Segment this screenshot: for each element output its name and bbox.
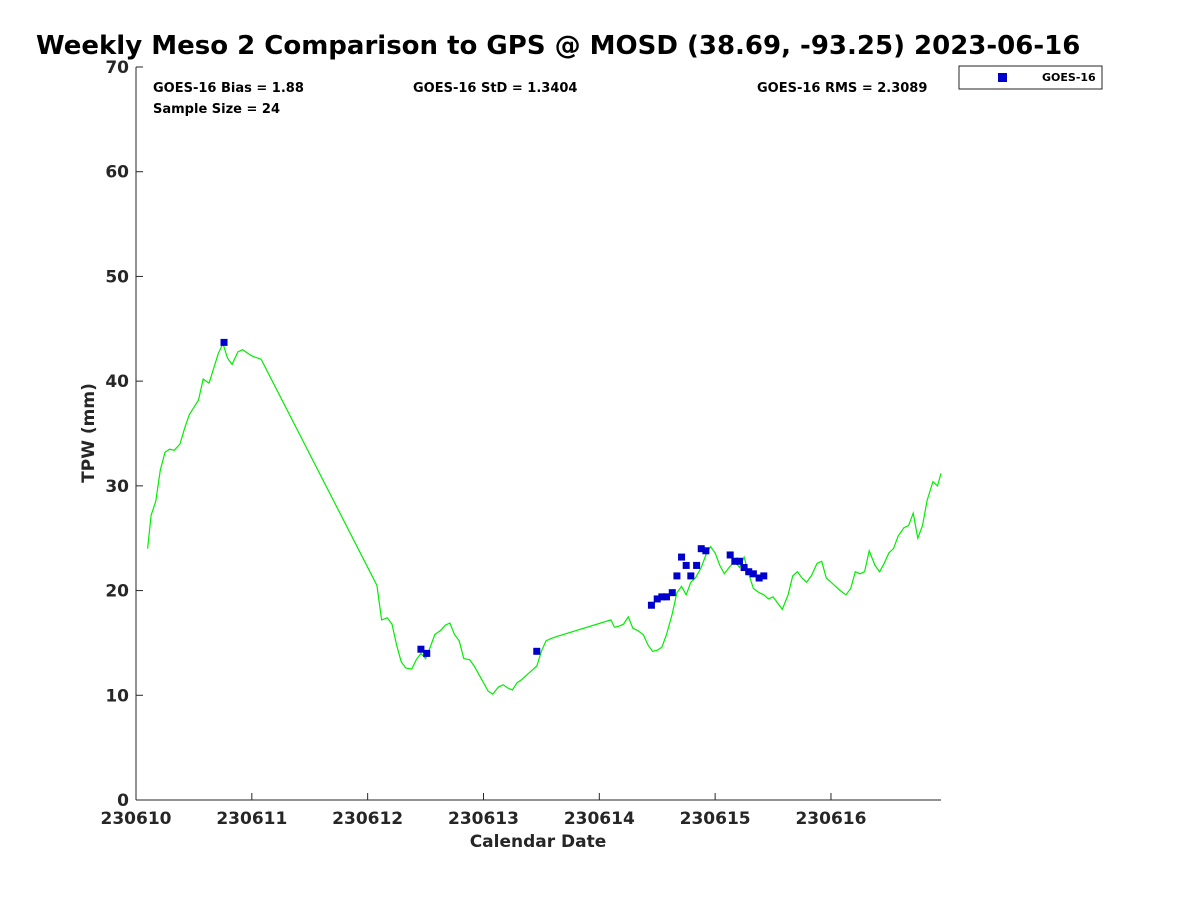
goes16-point (668, 589, 676, 597)
goes16-point (682, 561, 690, 569)
goes16-point (726, 551, 734, 559)
goes16-point (687, 572, 695, 580)
goes16-point (735, 557, 743, 565)
goes16-point (662, 593, 670, 601)
goes16-point (740, 564, 748, 572)
chart-title: Weekly Meso 2 Comparison to GPS @ MOSD (… (36, 31, 1080, 61)
y-tick-label: 60 (105, 163, 129, 183)
x-tick-label: 230615 (680, 809, 751, 829)
goes16-point (658, 593, 666, 601)
goes16-point (745, 568, 753, 576)
plot-area (136, 67, 941, 800)
bias-stat: GOES-16 Bias = 1.88 (153, 81, 304, 96)
goes16-point (693, 561, 701, 569)
x-tick-label: 230613 (448, 809, 519, 829)
goes16-point (533, 647, 541, 655)
y-tick-label: 50 (105, 267, 129, 287)
x-tick-label: 230610 (101, 809, 172, 829)
rms-stat: GOES-16 RMS = 2.3089 (757, 81, 927, 96)
x-tick-label: 230611 (216, 809, 287, 829)
goes16-point (220, 338, 228, 346)
legend-box (958, 65, 1103, 90)
legend-label-goes16: GOES-16 (1042, 71, 1096, 84)
legend: GOES-16 (958, 65, 1103, 90)
y-tick-label: 20 (105, 582, 129, 602)
goes16-point (673, 572, 681, 580)
y-axis-ticks: 0 10 20 30 40 50 60 70 (105, 58, 143, 811)
y-tick-label: 70 (105, 58, 129, 78)
y-tick-label: 30 (105, 477, 129, 497)
goes16-point (697, 545, 705, 553)
y-axis-label: TPW (mm) (79, 383, 99, 483)
x-tick-label: 230616 (795, 809, 866, 829)
goes16-point (702, 547, 710, 555)
goes16-point (755, 574, 763, 582)
legend-marker-goes16 (998, 73, 1007, 82)
goes16-point (731, 557, 739, 565)
goes16-point (647, 601, 655, 609)
y-tick-label: 10 (105, 686, 129, 706)
std-stat: GOES-16 StD = 1.3404 (413, 81, 577, 96)
y-tick-label: 40 (105, 372, 129, 392)
sample-size-stat: Sample Size = 24 (153, 102, 280, 117)
goes16-point (760, 572, 768, 580)
gps-line-layer (147, 341, 942, 696)
goes16-point (678, 553, 686, 561)
goes16-point (749, 570, 757, 578)
goes16-point (653, 595, 661, 603)
goes16-point (417, 645, 425, 653)
y-tick-label: 0 (117, 791, 129, 811)
goes16-scatter-layer (220, 338, 768, 657)
x-tick-label: 230614 (564, 809, 635, 829)
x-tick-label: 230612 (332, 809, 403, 829)
gps-tpw-line (147, 341, 942, 696)
goes16-point (423, 649, 431, 657)
x-axis-ticks: 230610 230611 230612 230613 230614 230615 2306… (101, 793, 866, 829)
x-axis-label: Calendar Date (470, 832, 607, 852)
